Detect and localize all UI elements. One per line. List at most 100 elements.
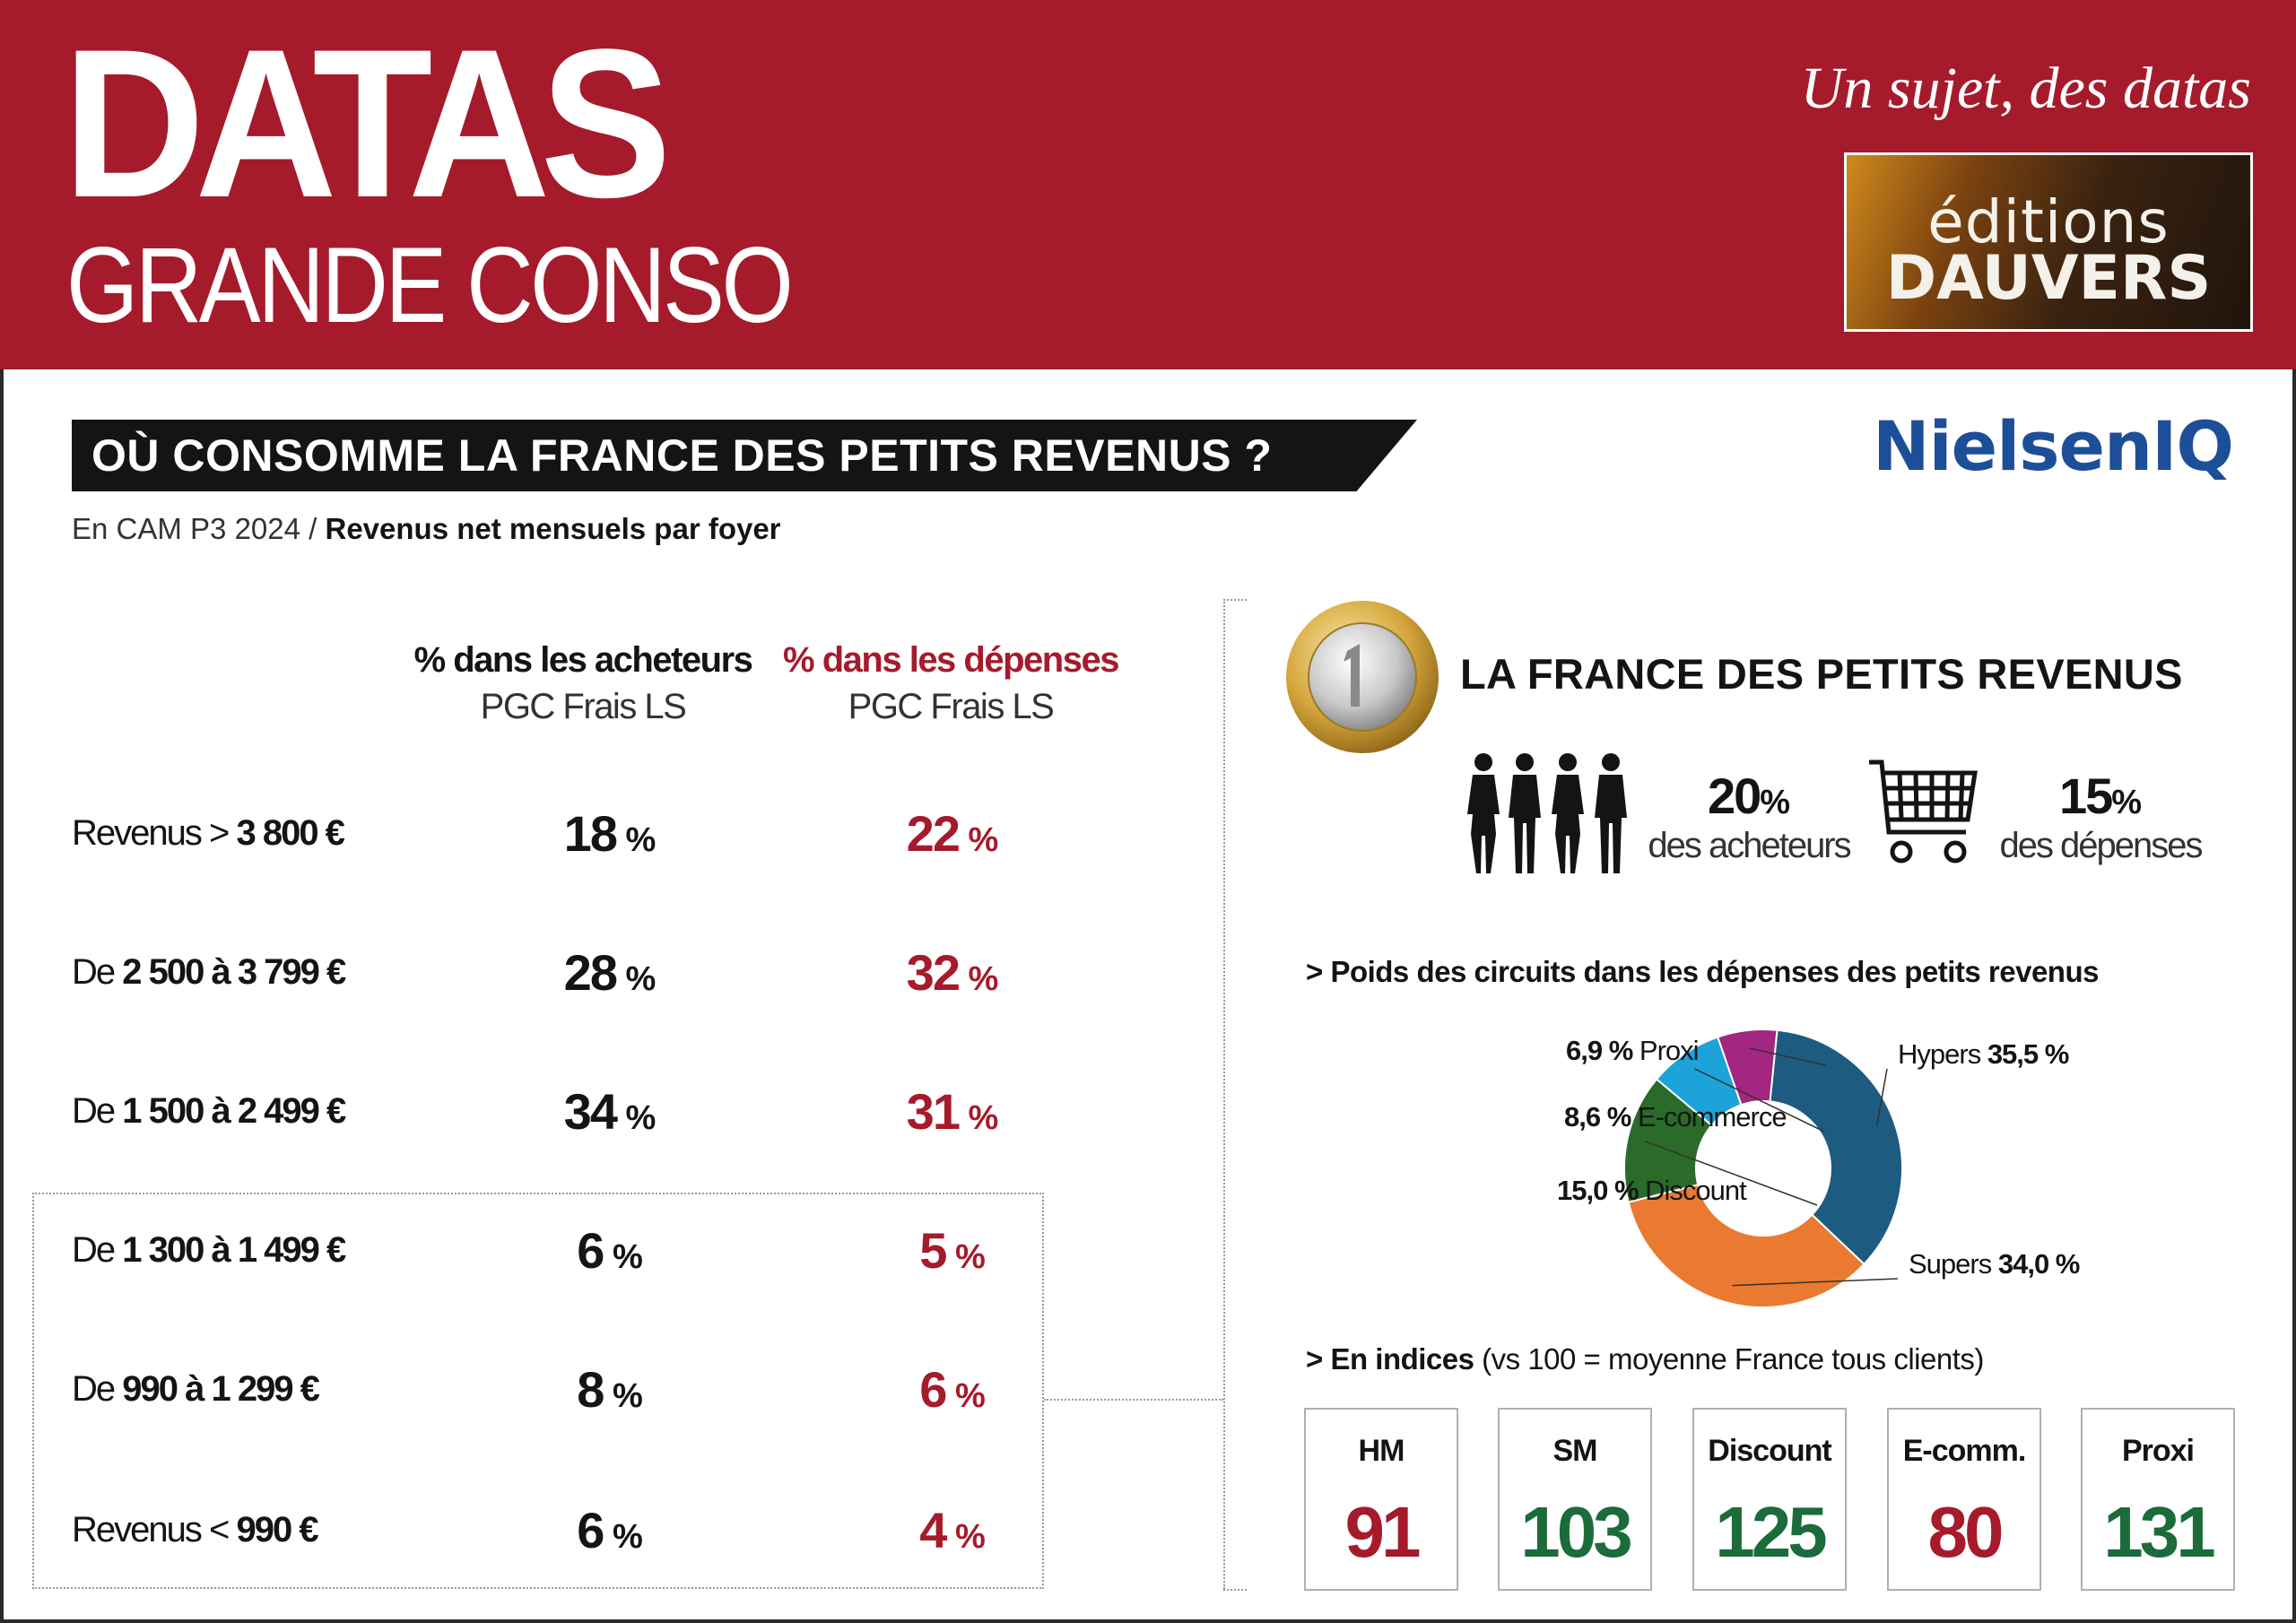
index-card-hm: HM 91 xyxy=(1304,1408,1458,1591)
row-label: De 2 500 à 3 799 € xyxy=(72,950,346,994)
slice-value: 6,9 % xyxy=(1566,1035,1633,1066)
publisher-logo-line2: DAUVERS xyxy=(1885,243,2212,314)
title-ribbon: OÙ CONSOMME LA FRANCE DES PETITS REVENUS… xyxy=(72,420,1417,491)
header-band: DATAS GRANDE CONSO Un sujet, des datas é… xyxy=(0,0,2296,369)
value-depenses-number: 31 xyxy=(906,1083,961,1140)
percent-sign: % xyxy=(945,1238,986,1276)
section-heading-indices-bold: > En indices xyxy=(1306,1342,1474,1376)
connector-line xyxy=(1223,599,1225,1589)
value-depenses-number: 6 xyxy=(919,1361,947,1418)
value-depenses: 5 % xyxy=(863,1224,1042,1284)
percent-sign: % xyxy=(958,1099,999,1137)
column-header-acheteurs: % dans les acheteurs PGC Frais LS xyxy=(395,637,771,730)
index-card-proxi: Proxi 131 xyxy=(2081,1408,2235,1591)
column-header-depenses-sub: PGC Frais LS xyxy=(848,687,1055,726)
publisher-logo: éditions DAUVERS xyxy=(1844,152,2253,332)
tagline: Un sujet, des datas xyxy=(1800,56,2251,121)
panel-title: LA FRANCE DES PETITS REVENUS xyxy=(1460,650,2183,698)
value-acheteurs: 6 % xyxy=(520,1504,700,1564)
low-income-highlight-box xyxy=(32,1193,1044,1589)
value-acheteurs-number: 8 xyxy=(577,1361,604,1418)
index-card-e-comm-: E-comm. 80 xyxy=(1887,1408,2041,1591)
section-heading-circuits-text: > Poids des circuits dans les dépenses d… xyxy=(1306,955,2099,988)
value-depenses: 31 % xyxy=(863,1085,1042,1145)
slice-proxi xyxy=(1716,1028,1779,1107)
percent-sign: % xyxy=(615,960,657,998)
value-depenses: 6 % xyxy=(863,1363,1042,1423)
stat-acheteurs-number: 20 xyxy=(1707,768,1761,824)
percent-sign: % xyxy=(603,1518,643,1556)
slice-name: Hypers xyxy=(1898,1038,1987,1070)
value-acheteurs: 6 % xyxy=(520,1224,700,1284)
value-acheteurs: 8 % xyxy=(520,1363,700,1423)
leader-line xyxy=(1732,1278,1899,1287)
index-card-label: E-comm. xyxy=(1902,1434,2027,1468)
value-acheteurs-number: 34 xyxy=(563,1083,618,1140)
index-card-sm: SM 103 xyxy=(1498,1408,1652,1591)
row-label-range: 2 500 à 3 799 € xyxy=(122,952,346,992)
section-heading-indices: > En indices (vs 100 = moyenne France to… xyxy=(1306,1341,1984,1377)
index-card-value: 80 xyxy=(1927,1492,2005,1572)
value-acheteurs-number: 6 xyxy=(577,1502,604,1558)
euro-coin-icon xyxy=(1286,601,1439,753)
slice-value: 34,0 % xyxy=(1998,1248,2080,1280)
subtitle-measure: Revenus net mensuels par foyer xyxy=(325,512,781,545)
circuits-donut-chart: Hypers 35,5 % Supers 34,0 % 15,0 % Discoun… xyxy=(1557,1028,2081,1308)
people-icon xyxy=(1467,753,1627,873)
index-card-label: Proxi xyxy=(2121,1434,2195,1468)
connector-line xyxy=(1223,599,1247,601)
brand-subtitle: GRANDE CONSO xyxy=(66,225,794,345)
value-depenses: 32 % xyxy=(863,946,1042,1006)
percent-sign: % xyxy=(945,1518,986,1556)
slice-name: Discount xyxy=(1639,1175,1748,1206)
row-label: Revenus > 3 800 € xyxy=(72,811,345,855)
nielseniq-logo: NielsenIQ xyxy=(1873,406,2234,486)
subtitle: En CAM P3 2024 / Revenus net mensuels pa… xyxy=(72,511,781,547)
row-label-range: 3 800 € xyxy=(236,813,344,853)
brand-title: DATAS xyxy=(63,5,672,242)
index-card-value: 125 xyxy=(1715,1492,1827,1572)
percent-sign: % xyxy=(945,1377,986,1415)
index-card-value: 131 xyxy=(2103,1492,2215,1572)
value-acheteurs-number: 28 xyxy=(563,944,618,1001)
row-label: De 1 500 à 2 499 € xyxy=(72,1089,346,1133)
value-depenses-number: 5 xyxy=(919,1222,947,1279)
section-heading-indices-rest: (vs 100 = moyenne France tous clients) xyxy=(1474,1342,1984,1376)
percent-sign: % xyxy=(615,821,657,859)
row-label-prefix: Revenus < xyxy=(72,1510,237,1549)
publisher-logo-line1: éditions xyxy=(1927,187,2170,256)
column-header-depenses-title: % dans les dépenses xyxy=(783,640,1119,680)
slice-label: 6,9 % Proxi xyxy=(1566,1035,1699,1066)
slice-label: Hypers 35,5 % xyxy=(1898,1038,2069,1070)
slice-label: Supers 34,0 % xyxy=(1909,1248,2080,1280)
value-acheteurs-number: 6 xyxy=(577,1222,604,1279)
row-label: De 1 300 à 1 499 € xyxy=(72,1228,346,1272)
percent-sign: % xyxy=(615,1099,657,1137)
row-label-range: 1 500 à 2 499 € xyxy=(122,1091,346,1131)
slice-name: E-commerce xyxy=(1631,1101,1786,1133)
leader-line xyxy=(1875,1068,1888,1127)
value-acheteurs: 28 % xyxy=(520,946,700,1006)
column-header-depenses: % dans les dépenses PGC Frais LS xyxy=(762,637,1139,730)
slice-supers xyxy=(1627,1184,1866,1308)
value-acheteurs: 34 % xyxy=(520,1085,700,1145)
connector-line xyxy=(1044,1399,1223,1401)
index-card-label: Discount xyxy=(1708,1434,1831,1468)
value-depenses-number: 4 xyxy=(919,1502,947,1558)
percent-sign: % xyxy=(1760,784,1791,821)
stat-acheteurs-value: 20% xyxy=(1641,769,1857,829)
connector-line xyxy=(1223,1589,1247,1591)
index-card-label: SM xyxy=(1552,1434,1598,1468)
percent-sign: % xyxy=(958,960,999,998)
row-label-prefix: De xyxy=(72,1369,123,1409)
subtitle-period: En CAM P3 2024 / xyxy=(72,512,317,545)
section-heading-circuits: > Poids des circuits dans les dépenses d… xyxy=(1306,954,2099,990)
row-label: De 990 à 1 299 € xyxy=(72,1367,320,1411)
leader-line xyxy=(1749,1047,1827,1066)
slice-hypers xyxy=(1769,1028,1903,1266)
value-depenses: 22 % xyxy=(863,807,1042,867)
row-label-prefix: De xyxy=(72,952,123,992)
column-header-acheteurs-sub: PGC Frais LS xyxy=(480,687,687,726)
slice-value: 8,6 % xyxy=(1564,1101,1631,1133)
value-depenses-number: 32 xyxy=(906,944,961,1001)
